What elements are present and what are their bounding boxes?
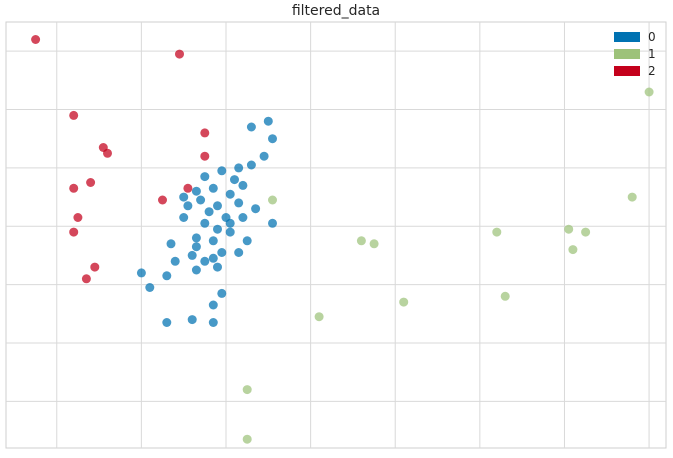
scatter-point-class-0 bbox=[234, 198, 244, 208]
scatter-point-class-0 bbox=[179, 192, 189, 202]
scatter-point-class-0 bbox=[191, 242, 201, 252]
scatter-point-class-2 bbox=[69, 183, 79, 193]
legend-label-1: 1 bbox=[648, 47, 656, 61]
scatter-point-class-0 bbox=[196, 195, 206, 205]
scatter-point-class-0 bbox=[170, 256, 180, 266]
scatter-point-class-2 bbox=[73, 213, 83, 222]
scatter-point-class-0 bbox=[242, 236, 252, 246]
scatter-point-class-2 bbox=[103, 148, 112, 158]
scatter-point-class-0 bbox=[234, 163, 244, 173]
scatter-point-class-0 bbox=[259, 151, 269, 161]
scatter-point-class-2 bbox=[200, 151, 210, 161]
scatter-point-class-0 bbox=[200, 172, 210, 182]
scatter-point-class-0 bbox=[268, 218, 277, 228]
scatter-point-class-0 bbox=[166, 239, 176, 249]
scatter-point-class-0 bbox=[225, 227, 235, 237]
scatter-point-class-0 bbox=[191, 265, 201, 275]
scatter-point-class-0 bbox=[246, 160, 256, 170]
scatter-point-class-0 bbox=[263, 116, 273, 126]
scatter-point-class-1 bbox=[369, 239, 379, 249]
plot-area bbox=[5, 21, 667, 449]
scatter-point-class-0 bbox=[191, 186, 201, 196]
scatter-point-class-0 bbox=[238, 213, 248, 222]
scatter-point-class-1 bbox=[568, 245, 578, 255]
scatter-point-class-0 bbox=[217, 248, 227, 257]
grid-lines bbox=[6, 22, 666, 448]
scatter-point-class-0 bbox=[213, 224, 222, 234]
scatter-point-class-1 bbox=[242, 385, 252, 395]
scatter-point-class-1 bbox=[564, 224, 574, 234]
scatter-point-class-0 bbox=[145, 283, 155, 292]
scatter-point-class-0 bbox=[230, 175, 239, 185]
scatter-point-class-0 bbox=[213, 262, 222, 272]
scatter-point-class-1 bbox=[492, 227, 502, 237]
scatter-point-class-1 bbox=[314, 312, 324, 322]
scatter-point-class-0 bbox=[268, 134, 277, 144]
legend-swatch-1 bbox=[614, 49, 640, 59]
scatter-point-class-0 bbox=[187, 250, 197, 260]
scatter-point-class-0 bbox=[183, 201, 193, 211]
scatter-point-class-2 bbox=[90, 262, 100, 272]
scatter-point-class-0 bbox=[238, 180, 248, 190]
scatter-point-class-2 bbox=[86, 178, 96, 187]
scatter-point-class-0 bbox=[162, 271, 172, 281]
scatter-point-class-0 bbox=[200, 256, 210, 266]
scatter-point-class-1 bbox=[500, 291, 510, 301]
scatter-point-class-0 bbox=[187, 315, 197, 325]
scatter-point-class-2 bbox=[69, 110, 79, 120]
scatter-point-class-2 bbox=[158, 195, 167, 205]
data-points bbox=[31, 35, 654, 444]
scatter-point-class-2 bbox=[200, 128, 210, 138]
scatter-point-class-2 bbox=[69, 227, 79, 237]
legend-label-0: 0 bbox=[648, 30, 656, 44]
scatter-point-class-1 bbox=[268, 195, 277, 205]
scatter-point-class-0 bbox=[208, 183, 218, 193]
scatter-point-class-1 bbox=[581, 227, 591, 237]
scatter-point-class-1 bbox=[242, 434, 252, 444]
scatter-point-class-0 bbox=[204, 207, 214, 217]
scatter-point-class-0 bbox=[217, 166, 227, 176]
scatter-point-class-1 bbox=[356, 236, 366, 246]
scatter-point-class-0 bbox=[200, 218, 210, 228]
scatter-point-class-0 bbox=[208, 318, 218, 327]
scatter-point-class-0 bbox=[225, 189, 235, 199]
scatter-point-class-0 bbox=[234, 248, 244, 257]
legend-swatch-0 bbox=[614, 32, 640, 42]
chart-title: filtered_data bbox=[292, 3, 380, 19]
scatter-point-class-0 bbox=[162, 318, 172, 327]
scatter-point-class-2 bbox=[31, 35, 41, 44]
scatter-point-class-0 bbox=[213, 201, 222, 211]
scatter-point-class-0 bbox=[246, 122, 256, 132]
scatter-point-class-1 bbox=[399, 297, 409, 307]
legend-label-2: 2 bbox=[648, 64, 656, 78]
legend-swatch-2 bbox=[614, 66, 640, 76]
scatter-point-class-1 bbox=[644, 87, 654, 97]
scatter-point-class-2 bbox=[183, 183, 193, 193]
scatter-point-class-2 bbox=[175, 49, 184, 59]
scatter-point-class-0 bbox=[217, 288, 227, 298]
scatter-point-class-2 bbox=[81, 274, 91, 284]
scatter-point-class-0 bbox=[136, 268, 146, 278]
scatter-point-class-0 bbox=[208, 236, 218, 246]
scatter-point-class-0 bbox=[251, 204, 261, 214]
scatter-point-class-1 bbox=[627, 192, 637, 202]
legend: 0 1 2 bbox=[614, 30, 656, 78]
scatter-point-class-0 bbox=[208, 253, 218, 263]
scatter-point-class-0 bbox=[208, 300, 218, 310]
scatter-point-class-0 bbox=[225, 218, 235, 228]
scatter-point-class-0 bbox=[191, 233, 201, 243]
scatter-point-class-0 bbox=[179, 213, 189, 222]
